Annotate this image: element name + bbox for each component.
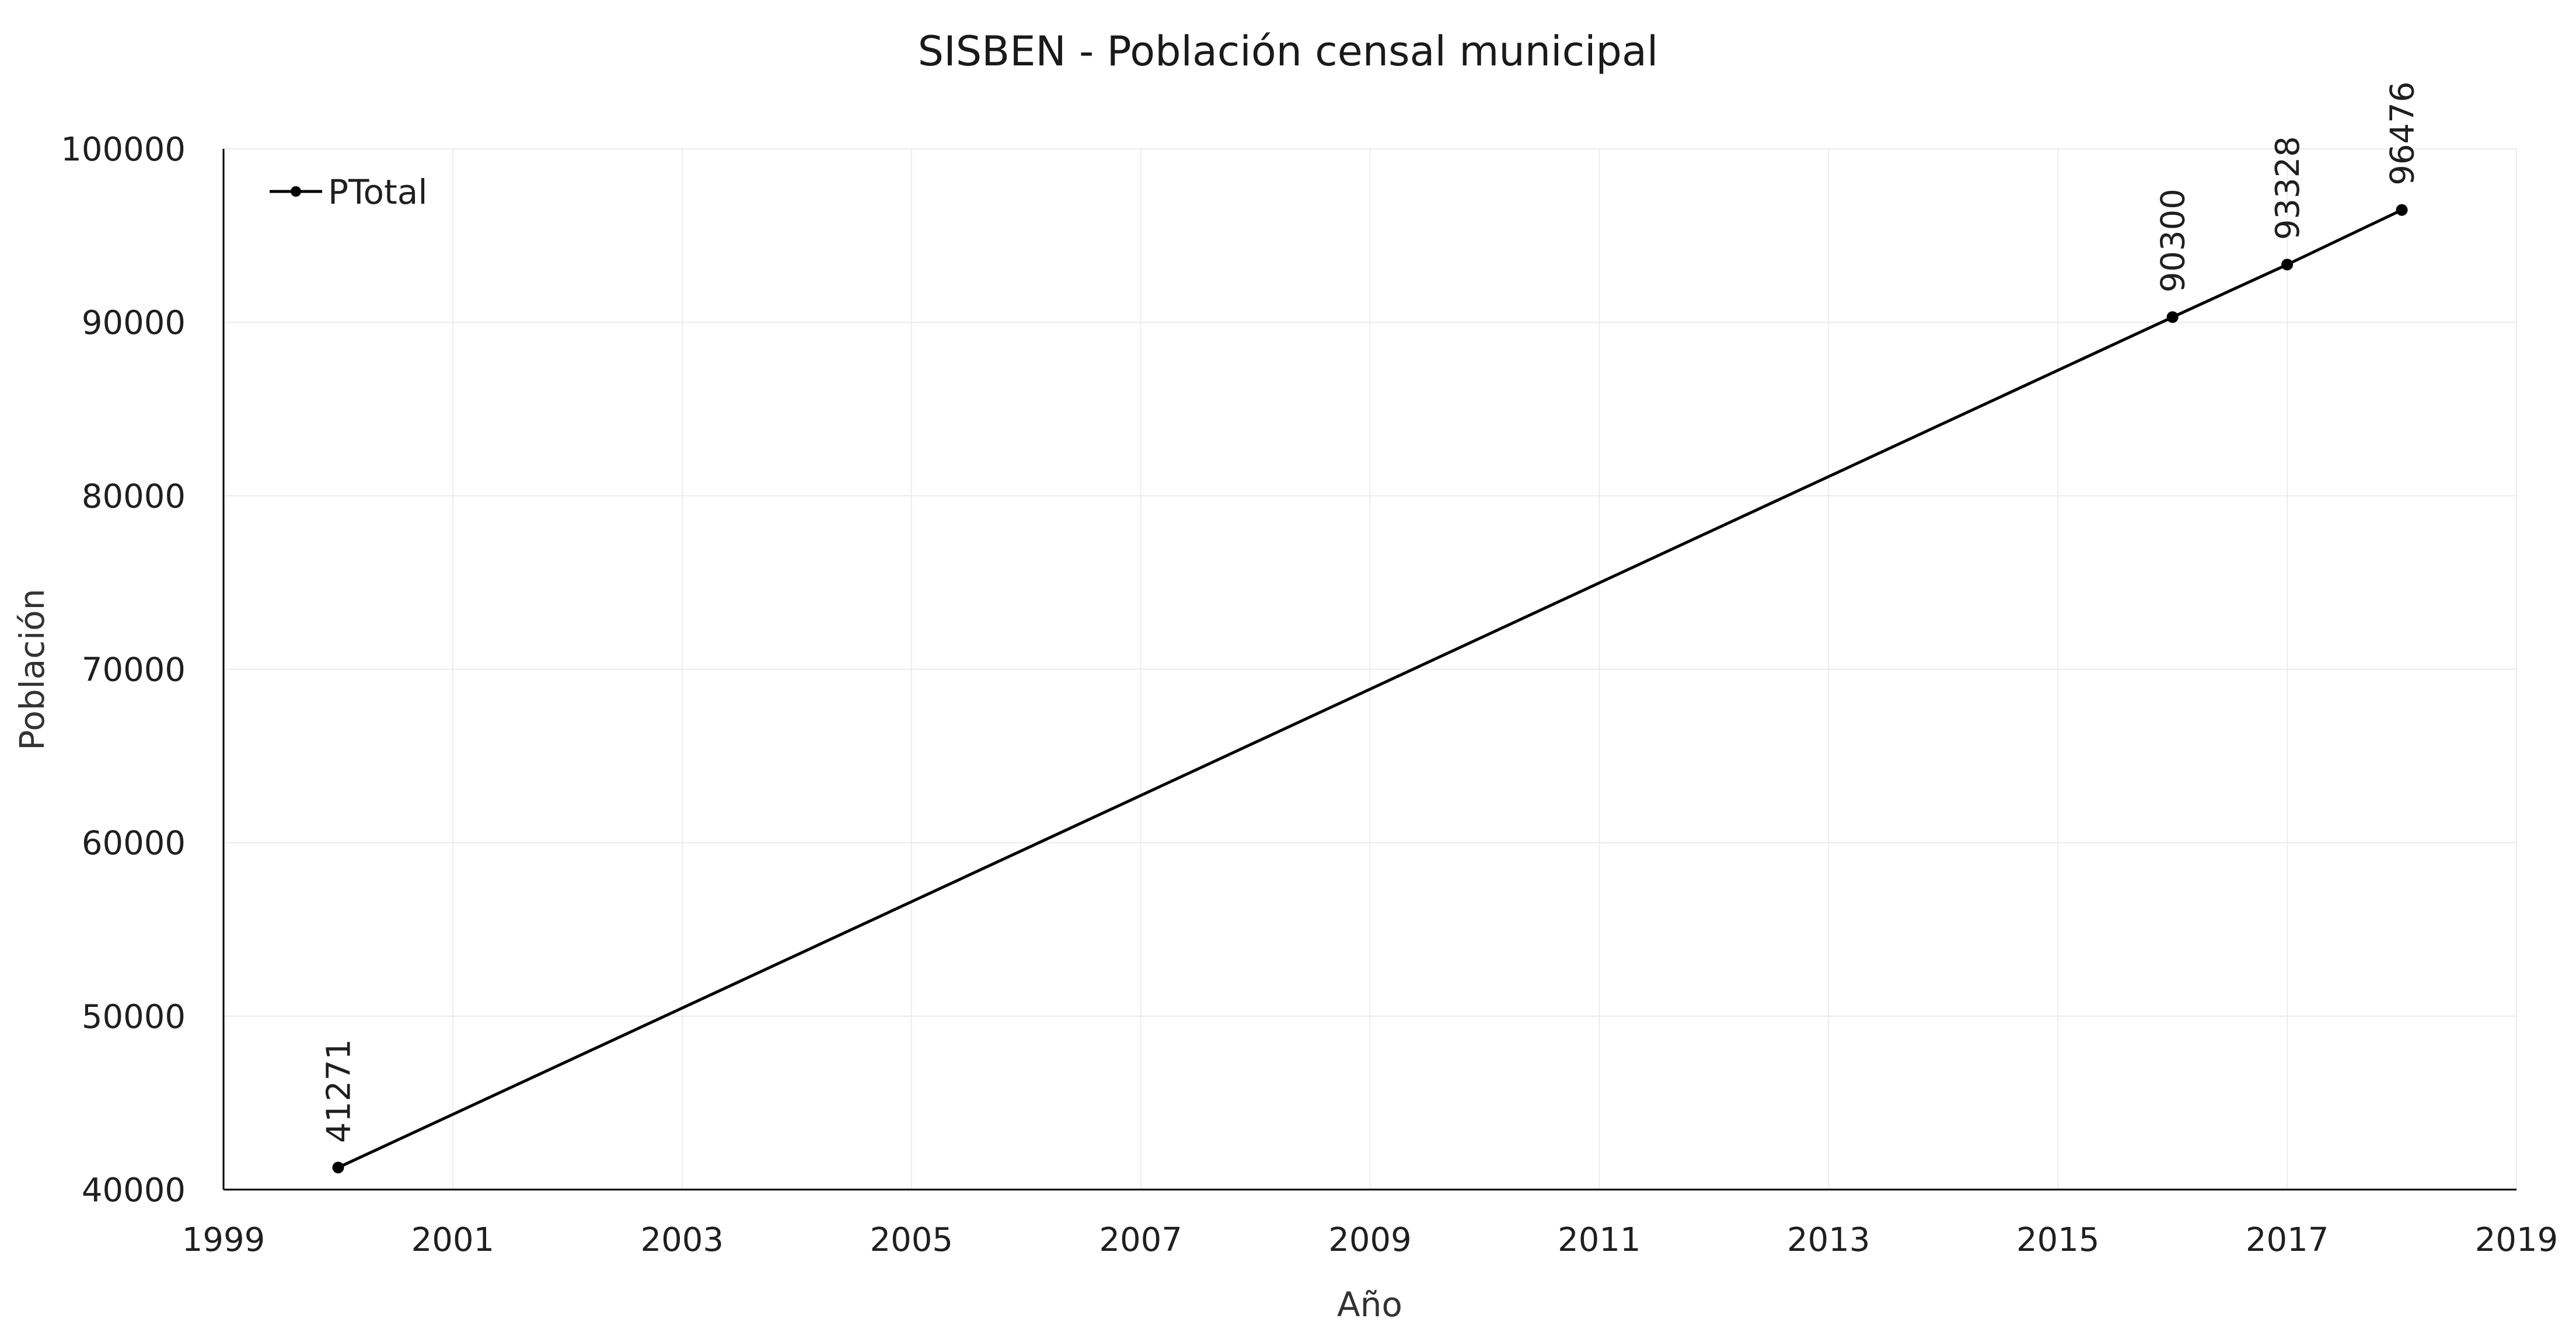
x-tick-label-2019: 2019 [2475,1221,2558,1259]
y-tick-label-60000: 60000 [82,825,186,863]
data-label-2017: 93328 [2269,136,2307,240]
legend-label-ptotal: PTotal [328,172,427,212]
y-tick-label-100000: 100000 [61,131,186,169]
y-tick-label-80000: 80000 [82,477,186,515]
data-label-2018: 96476 [2384,82,2422,186]
y-tick-label-50000: 50000 [82,998,186,1036]
data-label-2000: 41271 [320,1039,358,1143]
data-point-2000 [332,1162,344,1174]
series-layer [332,204,2408,1174]
x-tick-label-2011: 2011 [1558,1221,1641,1259]
series-line-ptotal [337,208,2403,1169]
x-tick-label-2009: 2009 [1328,1221,1412,1259]
data-labels: 41271 90300 93328 96476 [320,82,2422,1143]
x-tick-label-2001: 2001 [411,1221,495,1259]
y-tick-label-70000: 70000 [82,651,186,689]
x-tick-label-2015: 2015 [2016,1221,2100,1259]
legend: PTotal [270,172,427,212]
legend-marker-ptotal [291,186,301,197]
y-tick-label-40000: 40000 [82,1171,186,1209]
data-point-2018 [2396,204,2408,216]
data-point-2017 [2281,259,2294,271]
y-tick-labels: 40000 50000 60000 70000 80000 90000 100000 [61,131,186,1209]
y-axis-label: Población [12,588,52,750]
x-axis-label: Año [1337,1285,1402,1324]
x-tick-label-2005: 2005 [870,1221,953,1259]
data-point-2016 [2166,311,2179,323]
x-tick-label-2017: 2017 [2246,1221,2329,1259]
x-tick-labels: 1999 2001 2003 2005 2007 2009 2011 2013 2015 2017… [182,1221,2558,1259]
x-tick-label-2003: 2003 [641,1221,724,1259]
chart-title: SISBEN - Población censal municipal [918,27,1659,75]
y-tick-label-90000: 90000 [82,304,186,342]
y-gridlines [224,148,2516,1017]
x-tick-label-2007: 2007 [1099,1221,1182,1259]
x-tick-label-1999: 1999 [182,1221,266,1259]
x-tick-label-2013: 2013 [1787,1221,1870,1259]
data-label-2016: 90300 [2155,189,2193,292]
